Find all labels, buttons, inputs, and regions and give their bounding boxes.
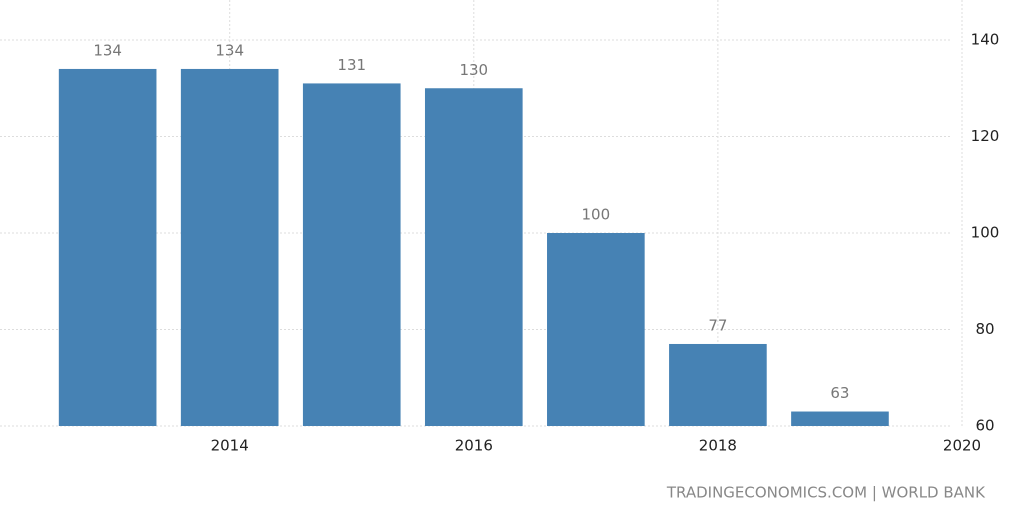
y-tick-label: 80	[975, 320, 994, 338]
value-label: 134	[215, 41, 244, 59]
bar	[180, 68, 279, 426]
bar	[669, 343, 767, 426]
x-tick-label: 2014	[211, 437, 249, 455]
y-tick-label: 100	[971, 224, 1000, 242]
bar	[424, 88, 523, 426]
source: TRADINGECONOMICS.COM | WORLD BANK	[666, 484, 986, 502]
value-label: 63	[830, 384, 849, 402]
value-label: 130	[459, 61, 488, 79]
x-tick-label: 2020	[943, 437, 981, 455]
bar	[547, 233, 645, 426]
y-tick-label: 60	[975, 417, 994, 435]
bar	[791, 411, 889, 426]
value-label: 77	[708, 316, 727, 334]
bar	[58, 68, 157, 426]
y-tick-label: 140	[971, 31, 1000, 49]
y-tick-label: 120	[971, 127, 1000, 145]
x-tick-label: 2018	[699, 437, 737, 455]
x-tick-label: 2016	[455, 437, 493, 455]
bar	[302, 83, 401, 427]
value-label: 131	[337, 56, 366, 74]
value-label: 134	[93, 41, 122, 59]
value-label: 100	[582, 206, 611, 224]
